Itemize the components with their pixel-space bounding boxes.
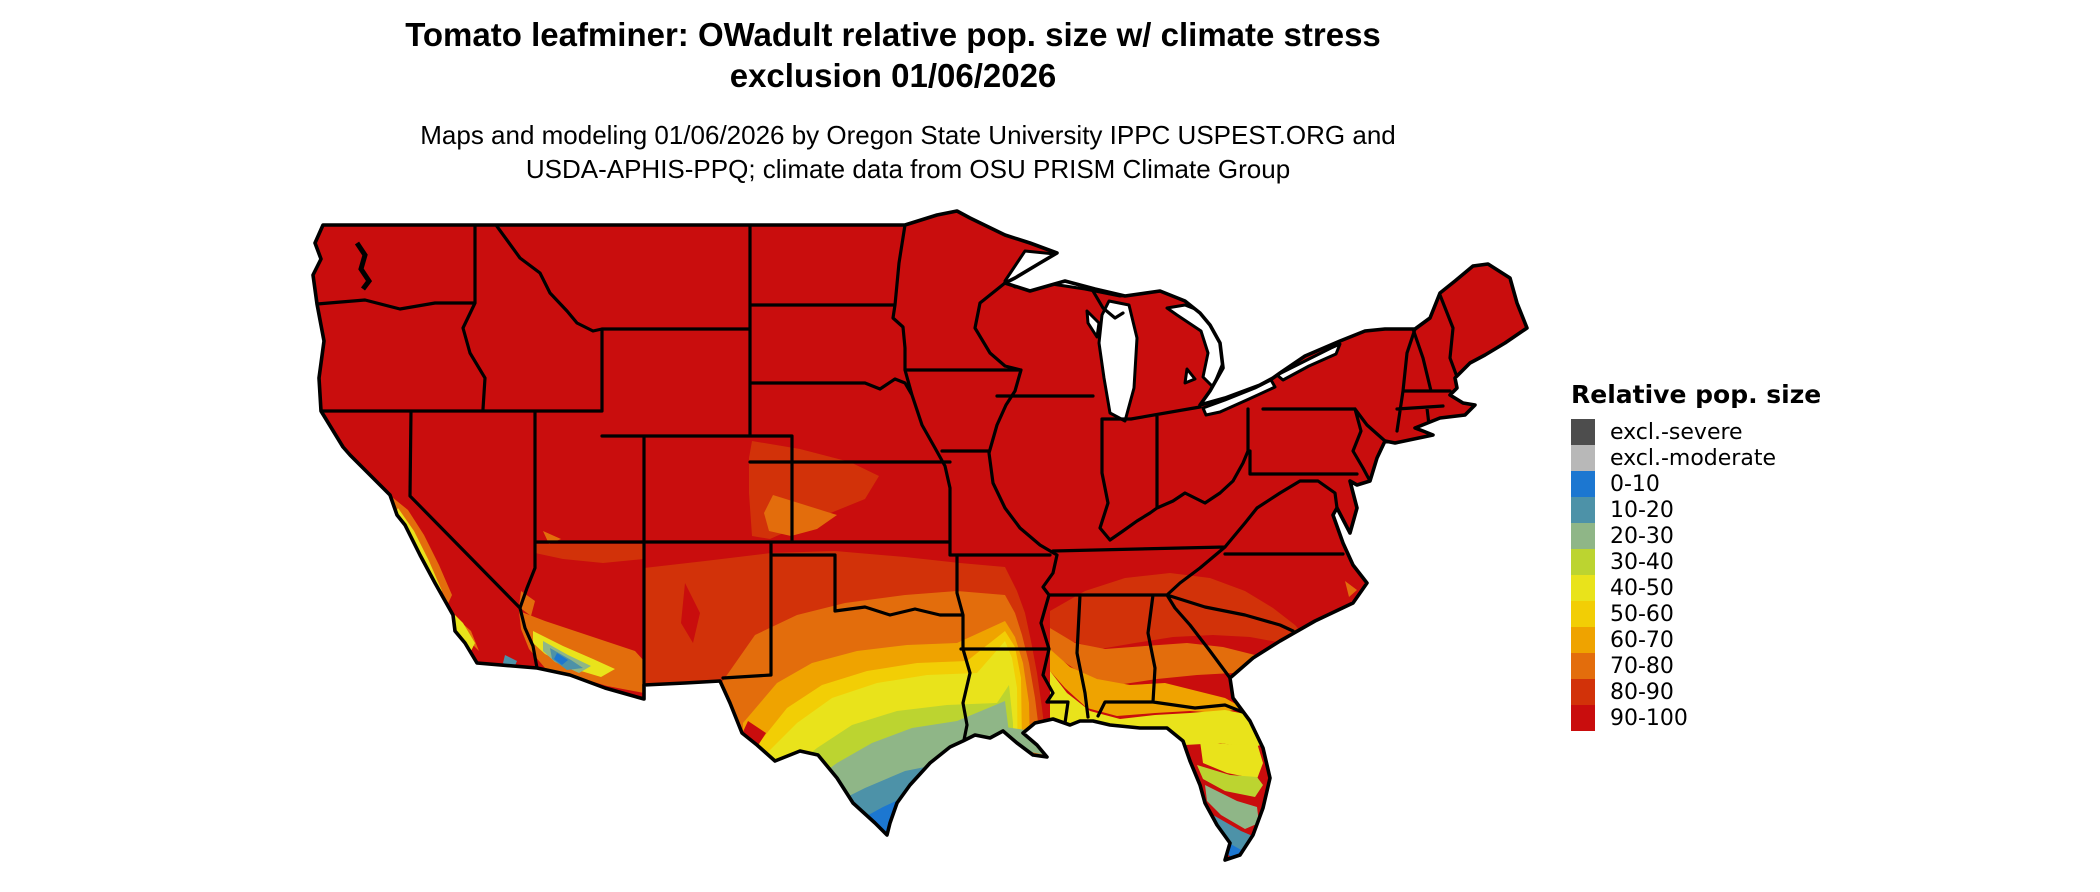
map-region-florida-20-30	[1205, 785, 1259, 829]
map-region-sacramento-mtns-90-100	[681, 583, 700, 643]
title-line-1: Tomato leafminer: OWadult relative pop. …	[405, 16, 1381, 53]
legend-label: 0-10	[1610, 471, 1660, 497]
legend-swatch-20-30	[1571, 523, 1595, 549]
map-region-arizona-0-10	[554, 653, 568, 665]
us-outline	[311, 209, 1529, 862]
map-region-southeast-70-80	[1050, 628, 1280, 685]
legend-swatch-40-50	[1571, 575, 1595, 601]
map-region-arizona-20-30	[543, 641, 591, 673]
legend-swatch-10-20	[1571, 497, 1595, 523]
legend-row-10-20: 10-20	[1571, 497, 1821, 523]
legend-label: 70-80	[1610, 653, 1674, 679]
map-region-southeast-60-70	[1050, 649, 1243, 716]
legend-label: 60-70	[1610, 627, 1674, 653]
legend-row-50-60: 50-60	[1571, 601, 1821, 627]
legend-swatch-50-60	[1571, 601, 1595, 627]
legend-row-excl-moderate: excl.-moderate	[1571, 445, 1821, 471]
map-region-north-florida-40-50	[1200, 741, 1263, 779]
legend-row-60-70: 60-70	[1571, 627, 1821, 653]
legend-row-20-30: 20-30	[1571, 523, 1821, 549]
legend-swatch-0-10	[1571, 471, 1595, 497]
subtitle-line-1: Maps and modeling 01/06/2026 by Oregon S…	[420, 120, 1396, 150]
map-region-florida-10-20	[1213, 815, 1255, 850]
legend-row-70-80: 70-80	[1571, 653, 1821, 679]
legend-row-40-50: 40-50	[1571, 575, 1821, 601]
green-bay	[1085, 309, 1101, 339]
legend-row-30-40: 30-40	[1571, 549, 1821, 575]
saginaw-bay	[1183, 367, 1197, 385]
us-choropleth-map	[311, 209, 1529, 862]
legend-swatch-90-100	[1571, 705, 1595, 731]
legend-title: Relative pop. size	[1571, 380, 1822, 409]
legend-label: 50-60	[1610, 601, 1674, 627]
legend-swatch-80-90	[1571, 679, 1595, 705]
map-region-colorado-70-80	[764, 495, 837, 536]
title-line-2: exclusion 01/06/2026	[729, 57, 1057, 94]
legend-row-excl-severe: excl.-severe	[1571, 419, 1821, 445]
lake-michigan	[1097, 299, 1139, 423]
map-attribution: Maps and modeling 01/06/2026 by Oregon S…	[293, 118, 1523, 186]
legend-label: 30-40	[1610, 549, 1674, 575]
map-region-arizona-10-20	[550, 648, 583, 670]
map-region-socal-10-20	[455, 655, 471, 672]
puget-sound	[354, 241, 373, 291]
legend-swatch-excl-severe	[1571, 419, 1595, 445]
legend-row-0-10: 0-10	[1571, 471, 1821, 497]
legend-row-80-90: 80-90	[1571, 679, 1821, 705]
map-region-florida-30-40	[1197, 765, 1263, 797]
legend-label: excl.-moderate	[1610, 445, 1776, 471]
map-region-arizona-utah-border-80-90	[535, 544, 644, 563]
legend-swatch-excl-moderate	[1571, 445, 1595, 471]
legend-swatch-60-70	[1571, 627, 1595, 653]
legend-label: 40-50	[1610, 575, 1674, 601]
subtitle-line-2: USDA-APHIS-PPQ; climate data from OSU PR…	[525, 154, 1291, 184]
map-region-outer-banks-70-80	[1345, 581, 1357, 597]
map-region-arizona-70-80	[519, 611, 644, 693]
legend-label: 90-100	[1610, 705, 1688, 731]
map-region-arizona-40-50	[533, 631, 615, 677]
state-borders	[315, 223, 1462, 742]
map-region-big-bend-90-100	[741, 721, 766, 747]
legend-swatch-70-80	[1571, 653, 1595, 679]
legend-label: excl.-severe	[1610, 419, 1743, 445]
legend-swatch-30-40	[1571, 549, 1595, 575]
legend-label: 10-20	[1610, 497, 1674, 523]
page-title: Tomato leafminer: OWadult relative pop. …	[293, 14, 1493, 96]
map-legend: Relative pop. size excl.-severe excl.-mo…	[1571, 380, 1821, 731]
lake-ontario	[1275, 342, 1342, 382]
legend-row-90-100: 90-100	[1571, 705, 1821, 731]
legend-label: 20-30	[1610, 523, 1674, 549]
map-raster-layers	[313, 211, 1527, 860]
legend-label: 80-90	[1610, 679, 1674, 705]
